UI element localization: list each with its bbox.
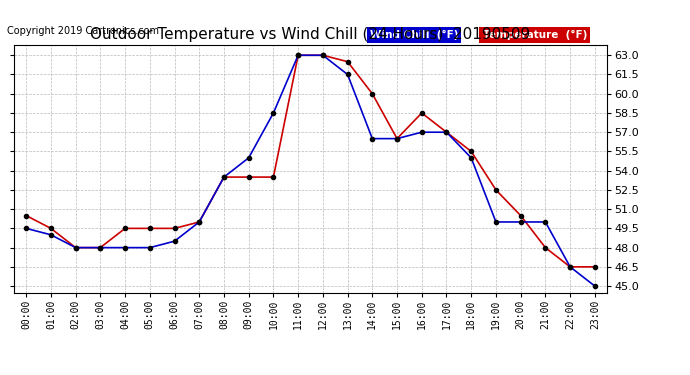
Title: Outdoor Temperature vs Wind Chill (24 Hours)  20190509: Outdoor Temperature vs Wind Chill (24 Ho…: [90, 27, 531, 42]
Text: Temperature  (°F): Temperature (°F): [482, 30, 587, 40]
Text: Wind Chill  (°F): Wind Chill (°F): [370, 30, 458, 40]
Text: Copyright 2019 Cartronics.com: Copyright 2019 Cartronics.com: [7, 26, 159, 36]
